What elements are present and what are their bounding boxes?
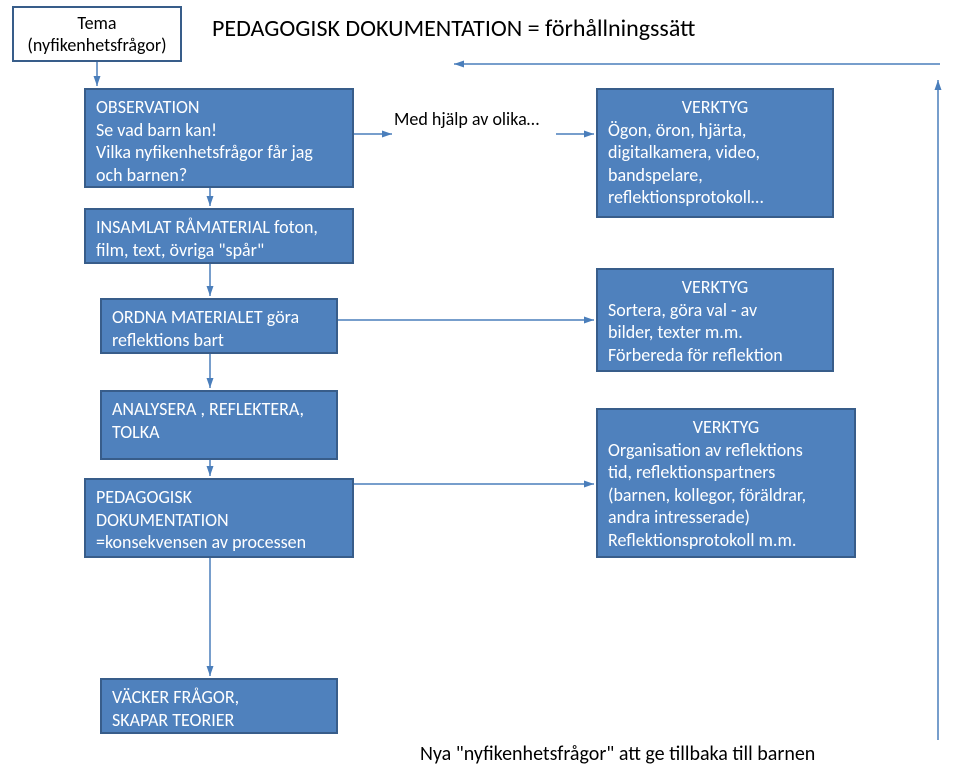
vacker-box: VÄCKER FRÅGOR, SKAPAR TEORIER	[100, 678, 338, 734]
vacker-l2: SKAPAR TEORIER	[112, 709, 326, 732]
verktyg3-l4: (barnen, kollegor, föräldrar,	[608, 484, 844, 507]
verktyg1-box: VERKTYG Ögon, öron, hjärta, digitalkamer…	[596, 88, 834, 218]
verktyg3-l2: Organisation av reflektions	[608, 439, 844, 462]
analysera-l1: ANALYSERA , REFLEKTERA,	[112, 398, 326, 421]
observation-l3: Vilka nyfikenhetsfrågor får jag	[96, 141, 342, 164]
analysera-box: ANALYSERA , REFLEKTERA, TOLKA	[100, 390, 338, 460]
footer-text: Nya "nyfikenhetsfrågor" att ge tillbaka …	[420, 742, 815, 767]
verktyg2-l4: Förbereda för reflektion	[608, 344, 822, 367]
peddok-l1: PEDAGOGISK	[96, 486, 342, 509]
verktyg3-l5: andra intresserade)	[608, 506, 844, 529]
analysera-l2: TOLKA	[112, 421, 326, 444]
verktyg2-l3: bilder, texter m.m.	[608, 321, 822, 344]
tema-line1: Tema	[24, 12, 170, 35]
observation-l4: och barnen?	[96, 164, 342, 187]
ordna-l2: reflektions bart	[112, 329, 326, 352]
peddok-box: PEDAGOGISK DOKUMENTATION =konsekvensen a…	[84, 478, 354, 558]
peddok-l3: =konsekvensen av processen	[96, 531, 342, 554]
tema-line2: (nyfikenhetsfrågor)	[24, 34, 170, 57]
verktyg1-l5: reflektionsprotokoll…	[608, 186, 822, 209]
peddok-l2: DOKUMENTATION	[96, 509, 342, 532]
verktyg2-l1: VERKTYG	[608, 276, 822, 299]
vacker-l1: VÄCKER FRÅGOR,	[112, 686, 326, 709]
verktyg3-l1: VERKTYG	[608, 416, 844, 439]
verktyg1-l4: bandspelare,	[608, 164, 822, 187]
tema-box: Tema (nyfikenhetsfrågor)	[12, 6, 182, 62]
observation-box: OBSERVATION Se vad barn kan! Vilka nyfik…	[84, 88, 354, 188]
observation-l1: OBSERVATION	[96, 96, 342, 119]
insamlat-l1: INSAMLAT RÅMATERIAL foton,	[96, 216, 342, 239]
page-title: PEDAGOGISK DOKUMENTATION = förhållningss…	[212, 14, 695, 44]
insamlat-box: INSAMLAT RÅMATERIAL foton, film, text, ö…	[84, 208, 354, 264]
verktyg1-l1: VERKTYG	[608, 96, 822, 119]
verktyg2-l2: Sortera, göra val - av	[608, 299, 822, 322]
verktyg3-l6: Reflektionsprotokoll m.m.	[608, 529, 844, 552]
insamlat-l2: film, text, övriga "spår"	[96, 239, 342, 262]
observation-l2: Se vad barn kan!	[96, 119, 342, 142]
verktyg3-box: VERKTYG Organisation av reflektions tid,…	[596, 408, 856, 558]
verktyg1-l2: Ögon, öron, hjärta,	[608, 119, 822, 142]
verktyg3-l3: tid, reflektionspartners	[608, 461, 844, 484]
verktyg2-box: VERKTYG Sortera, göra val - av bilder, t…	[596, 268, 834, 372]
ordna-box: ORDNA MATERIALET göra reflektions bart	[100, 298, 338, 354]
verktyg1-l3: digitalkamera, video,	[608, 141, 822, 164]
bridge-text: Med hjälp av olika…	[394, 108, 539, 131]
ordna-l1: ORDNA MATERIALET göra	[112, 306, 326, 329]
